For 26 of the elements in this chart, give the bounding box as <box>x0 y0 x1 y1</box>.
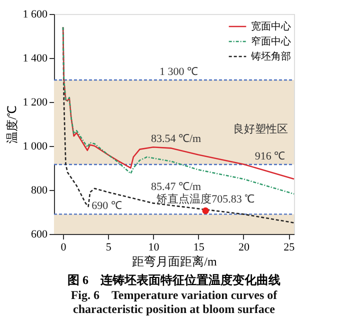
ref-line-label: 1 300 ℃ <box>160 66 198 78</box>
y-tick-label: 1 000 <box>22 140 48 152</box>
x-tick-label: 20 <box>238 242 250 254</box>
y-tick-label: 800 <box>31 184 48 196</box>
text: 图 6 连铸坯表面特征位置温度变化曲线 <box>68 273 280 287</box>
legend-label: 铸坯角部 <box>250 50 291 62</box>
legend-label: 宽面中心 <box>251 20 291 32</box>
y-tick-label: 1 200 <box>22 96 48 108</box>
band-label: 良好塑性区 <box>233 122 288 136</box>
x-tick-label: 15 <box>193 242 205 254</box>
y-tick-label: 600 <box>31 228 48 240</box>
x-tick-label: 5 <box>106 242 112 254</box>
x-tick-label: 25 <box>284 242 296 254</box>
y-tick-label: 1 600 <box>22 8 48 20</box>
ref-line-label: 690 ℃ <box>92 200 122 212</box>
y-tick-label: 1 400 <box>22 52 48 64</box>
legend-label: 窄面中心 <box>251 36 291 48</box>
x-tick-label: 0 <box>60 242 67 254</box>
ref-line-label: 916 ℃ <box>254 150 286 162</box>
x-axis-title: 距弯月面距离/m <box>132 254 218 268</box>
text: Fig. 6 Temperature variation curves of characteristic position at bloom surface <box>70 288 278 316</box>
annotation: 85.47 ℃/m <box>151 181 202 193</box>
annotation: 83.54 ℃/m <box>151 133 202 145</box>
y-axis-title: 温度/℃ <box>4 105 19 144</box>
x-tick-label: 10 <box>148 242 160 254</box>
annotation: 矫直点温度705.83 ℃ <box>156 192 255 206</box>
